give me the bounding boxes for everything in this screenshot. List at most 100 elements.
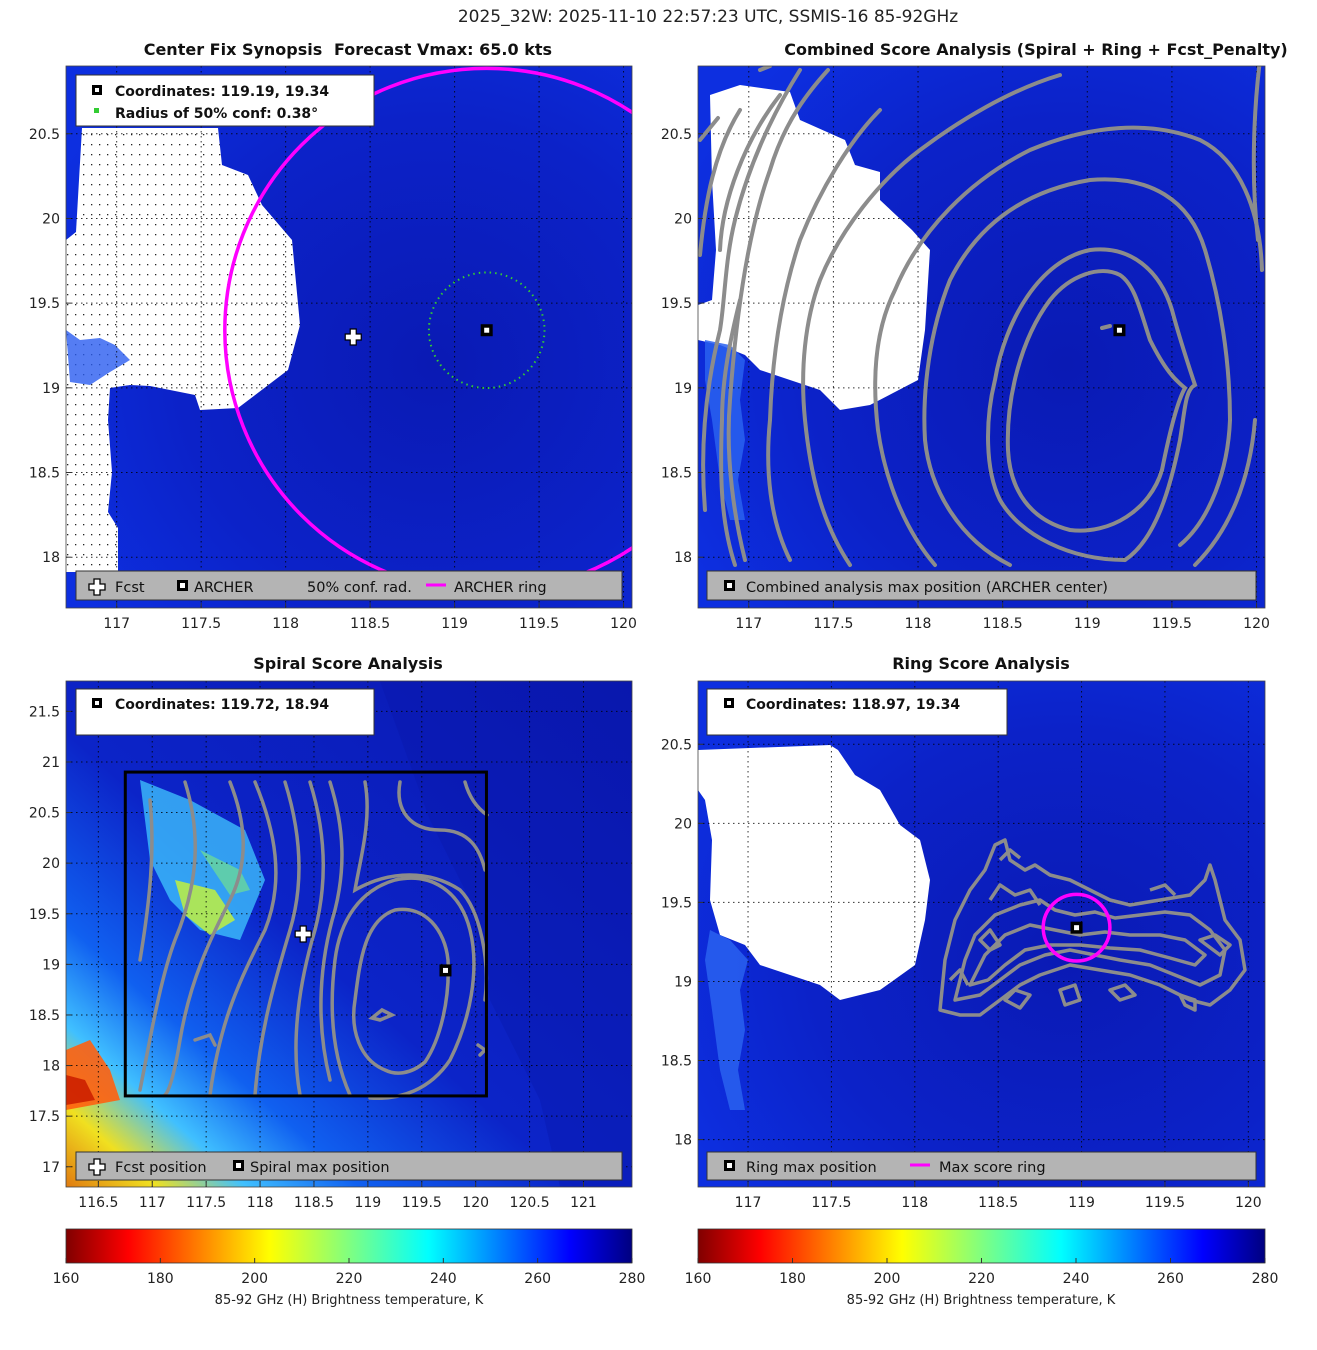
colorbar-tick-label: 240 [430,1271,457,1287]
colorbar-tick-label: 200 [874,1271,901,1287]
colorbar-tick-label: 180 [147,1271,174,1287]
x-tick-label: 118 [272,616,299,632]
y-tick-label: 19 [674,974,692,990]
ring-axis-ticks: 117 117.5 118 118.5 119 119.5 120 20.5 20 19.5 19 1… [661,737,1262,1211]
ring-legend [706,1151,1257,1181]
spiral-coordinates: Coordinates: 119.72, 18.94 [115,697,329,713]
y-tick-label: 17.5 [29,1109,60,1125]
fcst-marker [344,328,362,346]
max-score-ring [1041,892,1112,963]
combined-title: Combined Score Analysis (Spiral + Ring +… [784,40,1287,59]
legend-fcst: Fcst [115,580,145,596]
panel-ring: Ring Score Analysis 117 117.5 118 118.5 119 1… [661,654,1266,1211]
colorbar-tick-label: 160 [685,1271,712,1287]
synopsis-vmax: Forecast Vmax: 65.0 kts [334,40,552,59]
y-tick-label: 19.5 [29,296,60,312]
fcst-plus-icon [344,328,362,346]
synopsis-grid [66,66,632,608]
colorbar-tick-label: 200 [241,1271,268,1287]
y-tick-label: 18 [42,1059,60,1075]
y-tick-label: 19 [674,381,692,397]
ring-coordinates: Coordinates: 118.97, 19.34 [746,697,960,713]
x-tick-label: 118 [901,1195,928,1211]
x-tick-label: 119.5 [519,616,559,632]
y-tick-label: 20 [674,816,692,832]
colorbar-left-gradient [65,1228,633,1264]
legend-fcst-icon [88,578,106,596]
center-square-inner [484,327,490,333]
x-tick-label: 117 [103,616,130,632]
spiral-legend [75,1151,623,1181]
spiral-contours [138,780,489,1100]
x-tick-label: 117.5 [181,616,221,632]
archer-marker [480,324,493,337]
y-tick-label: 20 [42,856,60,872]
colorbar-tick-label: 260 [524,1271,551,1287]
x-tick-label: 119 [1068,1195,1095,1211]
y-tick-label: 19.5 [29,907,60,923]
y-tick-label: 18.5 [29,1008,60,1024]
x-tick-label: 120 [1235,1195,1262,1211]
colorbar-left-ticks: 160 180 200 220 240 260 280 [53,1258,646,1287]
x-tick-label: 119.5 [1152,616,1192,632]
legend-combined-max: Combined analysis max position (ARCHER c… [746,580,1108,596]
x-tick-label: 120 [1243,616,1270,632]
spiral-title: Spiral Score Analysis [253,654,443,673]
y-tick-label: 17 [42,1160,60,1176]
synopsis-info-box [75,74,375,127]
x-tick-label: 120 [610,616,637,632]
ring-max-marker [1070,921,1083,934]
x-tick-label: 118 [247,1195,274,1211]
y-tick-label: 19 [42,957,60,973]
ring-warm-patch [705,930,748,1110]
spiral-background [66,681,632,1187]
colorbar-tick-label: 220 [336,1271,363,1287]
combined-legend [706,570,1257,601]
x-tick-label: 117 [735,1195,762,1211]
legend-spiral-max: Spiral max position [250,1160,390,1176]
colorbar-tick-label: 220 [968,1271,995,1287]
y-tick-label: 20 [674,211,692,227]
legend-ring-max: Ring max position [746,1160,877,1176]
combined-cold-cloud-mask [698,85,930,410]
x-tick-label: 119.5 [402,1195,442,1211]
x-tick-label: 117 [735,616,762,632]
legend-archer: ARCHER [194,580,254,596]
combined-contours [698,66,1264,567]
y-tick-label: 19.5 [661,895,692,911]
spiral-info-box [75,688,375,736]
colorbar-tick-label: 280 [1252,1271,1279,1287]
x-tick-label: 119 [354,1195,381,1211]
x-tick-label: 118 [905,616,932,632]
y-tick-label: 18 [674,550,692,566]
y-tick-label: 20.5 [661,127,692,143]
x-tick-label: 117 [139,1195,166,1211]
x-tick-label: 119.5 [1145,1195,1185,1211]
ring-info-box [706,688,1008,736]
panel-spiral: Spiral Score Analysis [29,654,633,1211]
x-tick-label: 118.5 [983,616,1023,632]
synopsis-legend [75,570,623,601]
colorbar-right: 160 180 200 220 240 260 280 85-92 GHz (H) Brig… [685,1228,1279,1308]
legend-archer-ring: ARCHER ring [454,580,547,596]
figure-title: 2025_32W: 2025-11-10 22:57:23 UTC, SSMIS… [458,7,958,27]
colorbar-right-label: 85-92 GHz (H) Brightness temperature, K [847,1293,1116,1308]
x-tick-label: 119 [441,616,468,632]
colorbar-left: 160 180 200 220 240 260 280 85-92 GHz (H) Brig… [53,1228,646,1308]
y-tick-label: 21 [42,755,60,771]
x-tick-label: 118.5 [294,1195,334,1211]
x-tick-label: 119 [1074,616,1101,632]
colorbar-tick-label: 280 [619,1271,646,1287]
y-tick-label: 18.5 [29,466,60,482]
y-tick-label: 20.5 [29,806,60,822]
y-tick-label: 21.5 [29,704,60,720]
spiral-max-marker [439,964,452,977]
y-tick-label: 20.5 [29,127,60,143]
y-tick-label: 18 [42,550,60,566]
y-tick-label: 18.5 [661,466,692,482]
y-tick-label: 19 [42,381,60,397]
y-tick-label: 19.5 [661,296,692,312]
colorbar-right-ticks: 160 180 200 220 240 260 280 [685,1258,1279,1287]
combined-axis-ticks: 117 117.5 118 118.5 119 119.5 120 20.5 20 19.5 19 1… [661,127,1270,632]
y-tick-label: 20 [42,211,60,227]
